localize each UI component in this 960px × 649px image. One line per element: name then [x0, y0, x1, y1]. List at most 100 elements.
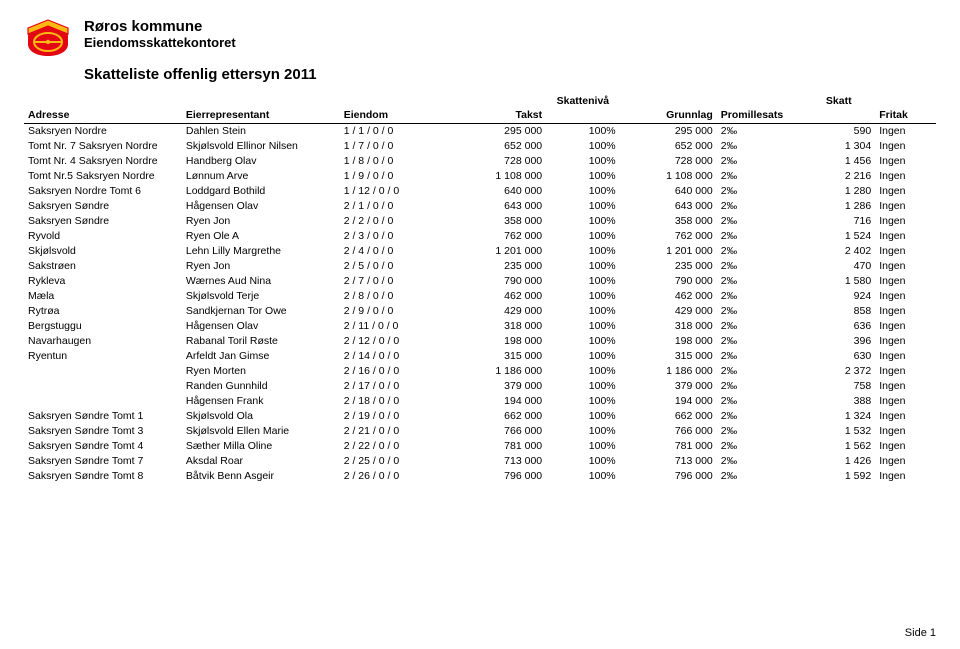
municipality-name: Røros kommune	[84, 18, 236, 35]
cell-nivaa: 100%	[546, 123, 620, 139]
cell-promille: 2‰	[717, 123, 803, 139]
super-header-skatt: Skatt	[802, 93, 875, 107]
cell-adresse: Rykleva	[24, 274, 182, 289]
cell-grunnlag: 318 000	[620, 319, 717, 334]
cell-eier: Hågensen Olav	[182, 199, 340, 214]
cell-adresse: Rytrøa	[24, 304, 182, 319]
cell-promille: 2‰	[717, 334, 803, 349]
table-row: Saksryen Nordre Tomt 6Loddgard Bothild1 …	[24, 184, 936, 199]
cell-promille: 2‰	[717, 364, 803, 379]
cell-eiendom: 1 / 9 / 0 / 0	[340, 169, 449, 184]
cell-grunnlag: 379 000	[620, 379, 717, 394]
cell-promille: 2‰	[717, 289, 803, 304]
cell-skatt: 470	[802, 259, 875, 274]
cell-eier: Ryen Morten	[182, 364, 340, 379]
table-body: Saksryen NordreDahlen Stein1 / 1 / 0 / 0…	[24, 123, 936, 484]
cell-takst: 643 000	[449, 199, 546, 214]
cell-adresse	[24, 394, 182, 409]
cell-fritak: Ingen	[875, 199, 936, 214]
cell-skatt: 2 372	[802, 364, 875, 379]
cell-nivaa: 100%	[546, 184, 620, 199]
cell-eier: Handberg Olav	[182, 154, 340, 169]
cell-adresse	[24, 379, 182, 394]
table-row: Saksryen SøndreHågensen Olav2 / 1 / 0 / …	[24, 199, 936, 214]
cell-eier: Skjølsvold Ellinor Nilsen	[182, 139, 340, 154]
cell-nivaa: 100%	[546, 289, 620, 304]
cell-nivaa: 100%	[546, 274, 620, 289]
cell-takst: 766 000	[449, 424, 546, 439]
cell-adresse: Saksryen Søndre Tomt 4	[24, 439, 182, 454]
cell-promille: 2‰	[717, 424, 803, 439]
cell-nivaa: 100%	[546, 334, 620, 349]
cell-promille: 2‰	[717, 439, 803, 454]
cell-grunnlag: 713 000	[620, 454, 717, 469]
table-row: BergstugguHågensen Olav2 / 11 / 0 / 0318…	[24, 319, 936, 334]
col-nivaa	[546, 107, 620, 124]
cell-takst: 640 000	[449, 184, 546, 199]
cell-eier: Lehn Lilly Margrethe	[182, 244, 340, 259]
cell-promille: 2‰	[717, 184, 803, 199]
table-row: Tomt Nr. 4 Saksryen NordreHandberg Olav1…	[24, 154, 936, 169]
cell-skatt: 716	[802, 214, 875, 229]
cell-adresse: Skjølsvold	[24, 244, 182, 259]
cell-grunnlag: 640 000	[620, 184, 717, 199]
cell-fritak: Ingen	[875, 364, 936, 379]
cell-eiendom: 2 / 3 / 0 / 0	[340, 229, 449, 244]
cell-adresse: Bergstuggu	[24, 319, 182, 334]
cell-fritak: Ingen	[875, 123, 936, 139]
cell-promille: 2‰	[717, 154, 803, 169]
cell-promille: 2‰	[717, 409, 803, 424]
table-row: NavarhaugenRabanal Toril Røste2 / 12 / 0…	[24, 334, 936, 349]
cell-promille: 2‰	[717, 244, 803, 259]
cell-fritak: Ingen	[875, 289, 936, 304]
cell-skatt: 758	[802, 379, 875, 394]
table-row: RyklevaWærnes Aud Nina2 / 7 / 0 / 0790 0…	[24, 274, 936, 289]
cell-skatt: 1 524	[802, 229, 875, 244]
cell-promille: 2‰	[717, 169, 803, 184]
municipality-logo-icon	[24, 18, 72, 58]
cell-skatt: 1 304	[802, 139, 875, 154]
col-promille: Promillesats	[717, 107, 803, 124]
cell-promille: 2‰	[717, 349, 803, 364]
cell-grunnlag: 796 000	[620, 469, 717, 484]
tax-list-table: Skattenivå Skatt Adresse Eierrepresentan…	[24, 93, 936, 484]
cell-eiendom: 2 / 22 / 0 / 0	[340, 439, 449, 454]
page-number: Side 1	[905, 627, 936, 639]
table-row: Saksryen NordreDahlen Stein1 / 1 / 0 / 0…	[24, 123, 936, 139]
cell-adresse: Saksryen Søndre Tomt 7	[24, 454, 182, 469]
cell-adresse: Mæla	[24, 289, 182, 304]
cell-eier: Båtvik Benn Asgeir	[182, 469, 340, 484]
cell-nivaa: 100%	[546, 319, 620, 334]
cell-takst: 713 000	[449, 454, 546, 469]
cell-promille: 2‰	[717, 469, 803, 484]
col-adresse: Adresse	[24, 107, 182, 124]
cell-nivaa: 100%	[546, 244, 620, 259]
cell-fritak: Ingen	[875, 424, 936, 439]
table-row: Saksryen Søndre Tomt 8Båtvik Benn Asgeir…	[24, 469, 936, 484]
cell-fritak: Ingen	[875, 139, 936, 154]
page-header: Røros kommune Eiendomsskattekontoret	[24, 18, 936, 58]
cell-nivaa: 100%	[546, 439, 620, 454]
cell-adresse	[24, 364, 182, 379]
cell-eier: Skjølsvold Ellen Marie	[182, 424, 340, 439]
cell-eier: Wærnes Aud Nina	[182, 274, 340, 289]
cell-takst: 194 000	[449, 394, 546, 409]
cell-skatt: 1 580	[802, 274, 875, 289]
cell-fritak: Ingen	[875, 319, 936, 334]
cell-eier: Hågensen Frank	[182, 394, 340, 409]
cell-skatt: 1 286	[802, 199, 875, 214]
cell-eier: Lønnum Arve	[182, 169, 340, 184]
cell-promille: 2‰	[717, 199, 803, 214]
cell-adresse: Saksryen Søndre Tomt 8	[24, 469, 182, 484]
cell-eier: Ryen Ole A	[182, 229, 340, 244]
table-header-row: Adresse Eierrepresentant Eiendom Takst G…	[24, 107, 936, 124]
cell-skatt: 1 562	[802, 439, 875, 454]
cell-takst: 662 000	[449, 409, 546, 424]
cell-adresse: Sakstrøen	[24, 259, 182, 274]
cell-skatt: 590	[802, 123, 875, 139]
cell-eiendom: 1 / 1 / 0 / 0	[340, 123, 449, 139]
table-row: Hågensen Frank2 / 18 / 0 / 0194 000100%1…	[24, 394, 936, 409]
cell-nivaa: 100%	[546, 349, 620, 364]
cell-takst: 358 000	[449, 214, 546, 229]
cell-skatt: 1 426	[802, 454, 875, 469]
